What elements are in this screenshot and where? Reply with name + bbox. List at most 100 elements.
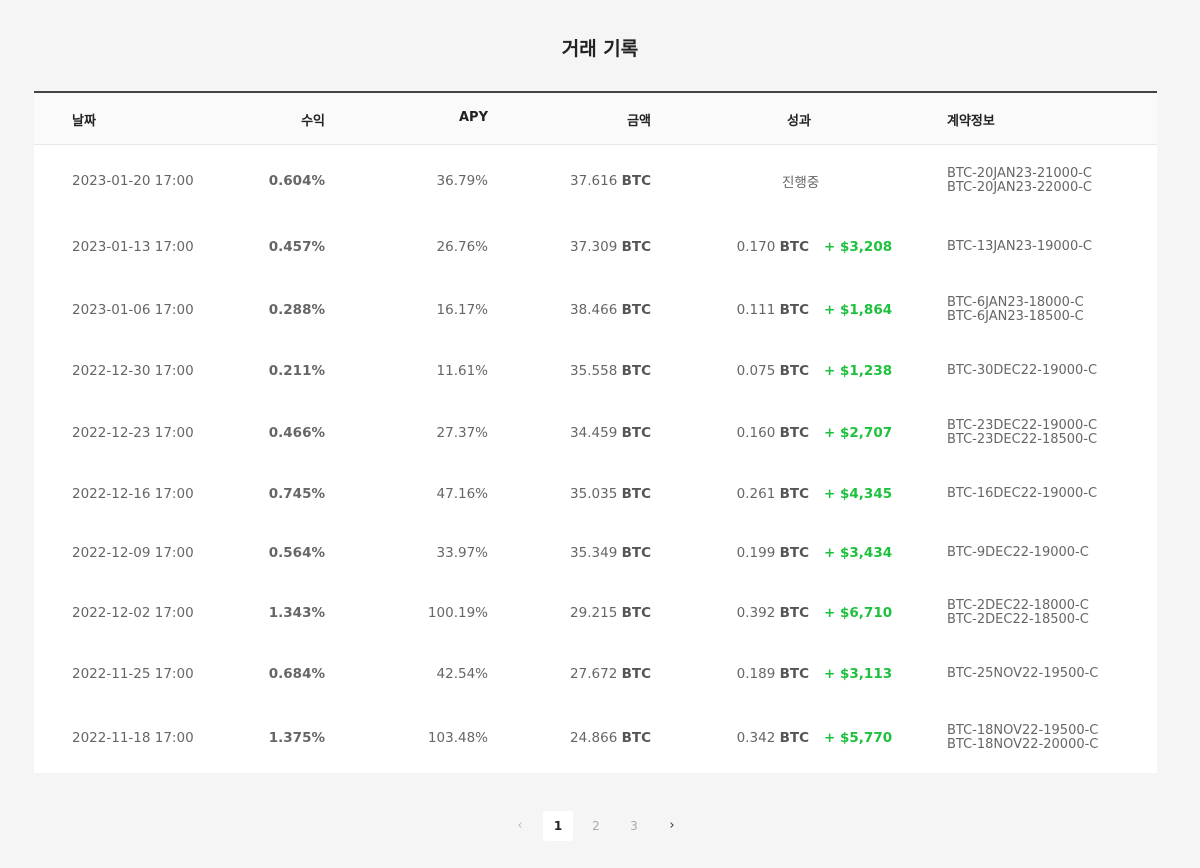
cell-apy: 16.17% <box>436 301 488 318</box>
page-button-2[interactable]: 2 <box>592 819 600 833</box>
header-return[interactable]: 수익 <box>301 114 325 129</box>
performance-btc-value: 0.392 <box>736 604 776 621</box>
cell-contracts: BTC-2DEC22-18000-C BTC-2DEC22-18500-C <box>947 598 1089 627</box>
performance-btc-value: 0.342 <box>736 730 776 746</box>
cell-performance-usd: + $1,864 <box>824 301 893 318</box>
cell-performance-usd: + $3,434 <box>824 544 893 561</box>
table-row: 2022-12-02 17:00 1.343% 100.19% 29.215 BTC 0… <box>34 581 1157 644</box>
cell-performance-btc: 0.261 BTC <box>737 486 809 502</box>
page-button-3[interactable]: 3 <box>630 819 638 833</box>
cell-apy: 42.54% <box>436 666 488 682</box>
cell-performance-btc: 0.170 BTC <box>737 239 809 255</box>
contract-name: BTC-18NOV22-19500-C <box>947 723 1099 738</box>
amount-value: 37.309 <box>570 239 618 255</box>
cell-performance-usd: + $5,770 <box>824 730 893 746</box>
performance-btc-value: 0.261 <box>736 486 776 502</box>
header-date[interactable]: 날짜 <box>72 114 96 129</box>
cell-performance-usd: + $3,208 <box>824 239 893 255</box>
amount-unit: BTC <box>621 666 651 682</box>
cell-performance-btc: 0.392 BTC <box>737 605 809 621</box>
amount-value: 35.349 <box>570 544 618 561</box>
header-amount[interactable]: 금액 <box>627 114 651 129</box>
amount-unit: BTC <box>621 172 651 189</box>
cell-apy: 100.19% <box>427 604 488 621</box>
cell-apy: 11.61% <box>436 363 488 379</box>
cell-contracts: BTC-6JAN23-18000-C BTC-6JAN23-18500-C <box>947 294 1084 324</box>
performance-btc-value: 0.075 <box>736 363 776 379</box>
cell-performance-btc: 0.160 BTC <box>737 425 809 441</box>
cell-date: 2022-11-25 17:00 <box>72 666 194 682</box>
table-row: 2022-11-18 17:00 1.375% 103.48% 24.866 BTC 0… <box>34 704 1157 772</box>
amount-value: 35.035 <box>570 486 618 502</box>
performance-btc-unit: BTC <box>779 239 809 255</box>
header-contract[interactable]: 계약정보 <box>947 114 995 129</box>
cell-contracts: BTC-18NOV22-19500-C BTC-18NOV22-20000-C <box>947 724 1098 752</box>
cell-amount: 29.215 BTC <box>570 605 651 621</box>
cell-date: 2022-12-02 17:00 <box>72 604 194 621</box>
page-button-1[interactable]: 1 <box>543 811 573 841</box>
cell-date: 2022-12-09 17:00 <box>72 544 194 561</box>
table-row: 2022-12-23 17:00 0.466% 27.37% 34.459 BTC 0.… <box>34 401 1157 464</box>
table-row: 2022-12-30 17:00 0.211% 11.61% 35.558 BTC 0.… <box>34 341 1157 401</box>
cell-performance-btc: 0.342 BTC <box>737 730 809 746</box>
cell-contracts: BTC-20JAN23-21000-C BTC-20JAN23-22000-C <box>947 165 1092 195</box>
cell-contracts: BTC-9DEC22-19000-C <box>947 544 1089 560</box>
cell-apy: 47.16% <box>436 486 488 502</box>
cell-amount: 35.558 BTC <box>570 363 651 379</box>
cell-amount: 35.349 BTC <box>570 545 651 561</box>
performance-btc-unit: BTC <box>779 666 809 682</box>
contract-name: BTC-6JAN23-18000-C <box>947 294 1084 310</box>
cell-date: 2022-12-30 17:00 <box>72 363 194 379</box>
cell-date: 2023-01-20 17:00 <box>72 172 194 189</box>
cell-apy: 27.37% <box>436 424 488 441</box>
chevron-right-icon[interactable]: › <box>669 818 675 833</box>
cell-performance-usd: + $6,710 <box>824 604 893 621</box>
trade-history-table: 날짜 수익 APY 금액 성과 계약정보 2023-01-20 17:00 0.6… <box>34 91 1157 773</box>
cell-apy: 33.97% <box>436 544 488 561</box>
performance-btc-unit: BTC <box>779 486 809 502</box>
performance-btc-value: 0.189 <box>736 666 776 682</box>
cell-performance-usd: + $3,113 <box>824 666 893 682</box>
cell-amount: 27.672 BTC <box>570 666 651 682</box>
amount-value: 35.558 <box>570 363 618 379</box>
cell-date: 2022-12-23 17:00 <box>72 424 194 441</box>
amount-unit: BTC <box>621 301 651 318</box>
amount-value: 34.459 <box>570 424 618 441</box>
amount-value: 27.672 <box>570 666 618 682</box>
cell-return: 0.684% <box>268 666 325 682</box>
amount-unit: BTC <box>621 604 651 621</box>
chevron-left-icon[interactable]: ‹ <box>517 818 523 833</box>
cell-return: 1.343% <box>268 604 325 621</box>
cell-apy: 36.79% <box>436 172 488 189</box>
contract-name: BTC-18NOV22-20000-C <box>947 737 1099 752</box>
performance-btc-unit: BTC <box>779 301 809 318</box>
header-performance[interactable]: 성과 <box>787 114 811 129</box>
cell-date: 2022-11-18 17:00 <box>72 730 194 746</box>
page-title: 거래 기록 <box>561 38 639 60</box>
cell-date: 2022-12-16 17:00 <box>72 486 194 502</box>
table-header: 날짜 수익 APY 금액 성과 계약정보 <box>34 93 1157 145</box>
cell-contracts: BTC-23DEC22-19000-C BTC-23DEC22-18500-C <box>947 418 1097 447</box>
performance-btc-unit: BTC <box>779 604 809 621</box>
performance-btc-value: 0.170 <box>736 239 776 255</box>
cell-performance-btc: 0.199 BTC <box>737 545 809 561</box>
amount-unit: BTC <box>621 363 651 379</box>
contract-name: BTC-25NOV22-19500-C <box>947 666 1099 681</box>
contract-name: BTC-20JAN23-21000-C <box>947 165 1092 181</box>
cell-contracts: BTC-16DEC22-19000-C <box>947 487 1097 501</box>
cell-return: 0.564% <box>268 544 325 561</box>
amount-unit: BTC <box>621 730 651 746</box>
cell-return: 0.211% <box>268 363 325 379</box>
cell-amount: 37.616 BTC <box>570 173 651 189</box>
cell-performance-btc: 0.111 BTC <box>737 302 809 318</box>
performance-btc-unit: BTC <box>779 363 809 379</box>
performance-btc-unit: BTC <box>779 424 809 441</box>
header-apy[interactable]: APY <box>458 110 488 125</box>
contract-name: BTC-9DEC22-19000-C <box>947 544 1089 560</box>
amount-value: 29.215 <box>570 604 618 621</box>
contract-name: BTC-13JAN23-19000-C <box>947 239 1092 254</box>
amount-unit: BTC <box>621 544 651 561</box>
cell-performance-btc: 0.075 BTC <box>737 363 809 379</box>
cell-apy: 103.48% <box>427 730 488 746</box>
cell-amount: 35.035 BTC <box>570 486 651 502</box>
